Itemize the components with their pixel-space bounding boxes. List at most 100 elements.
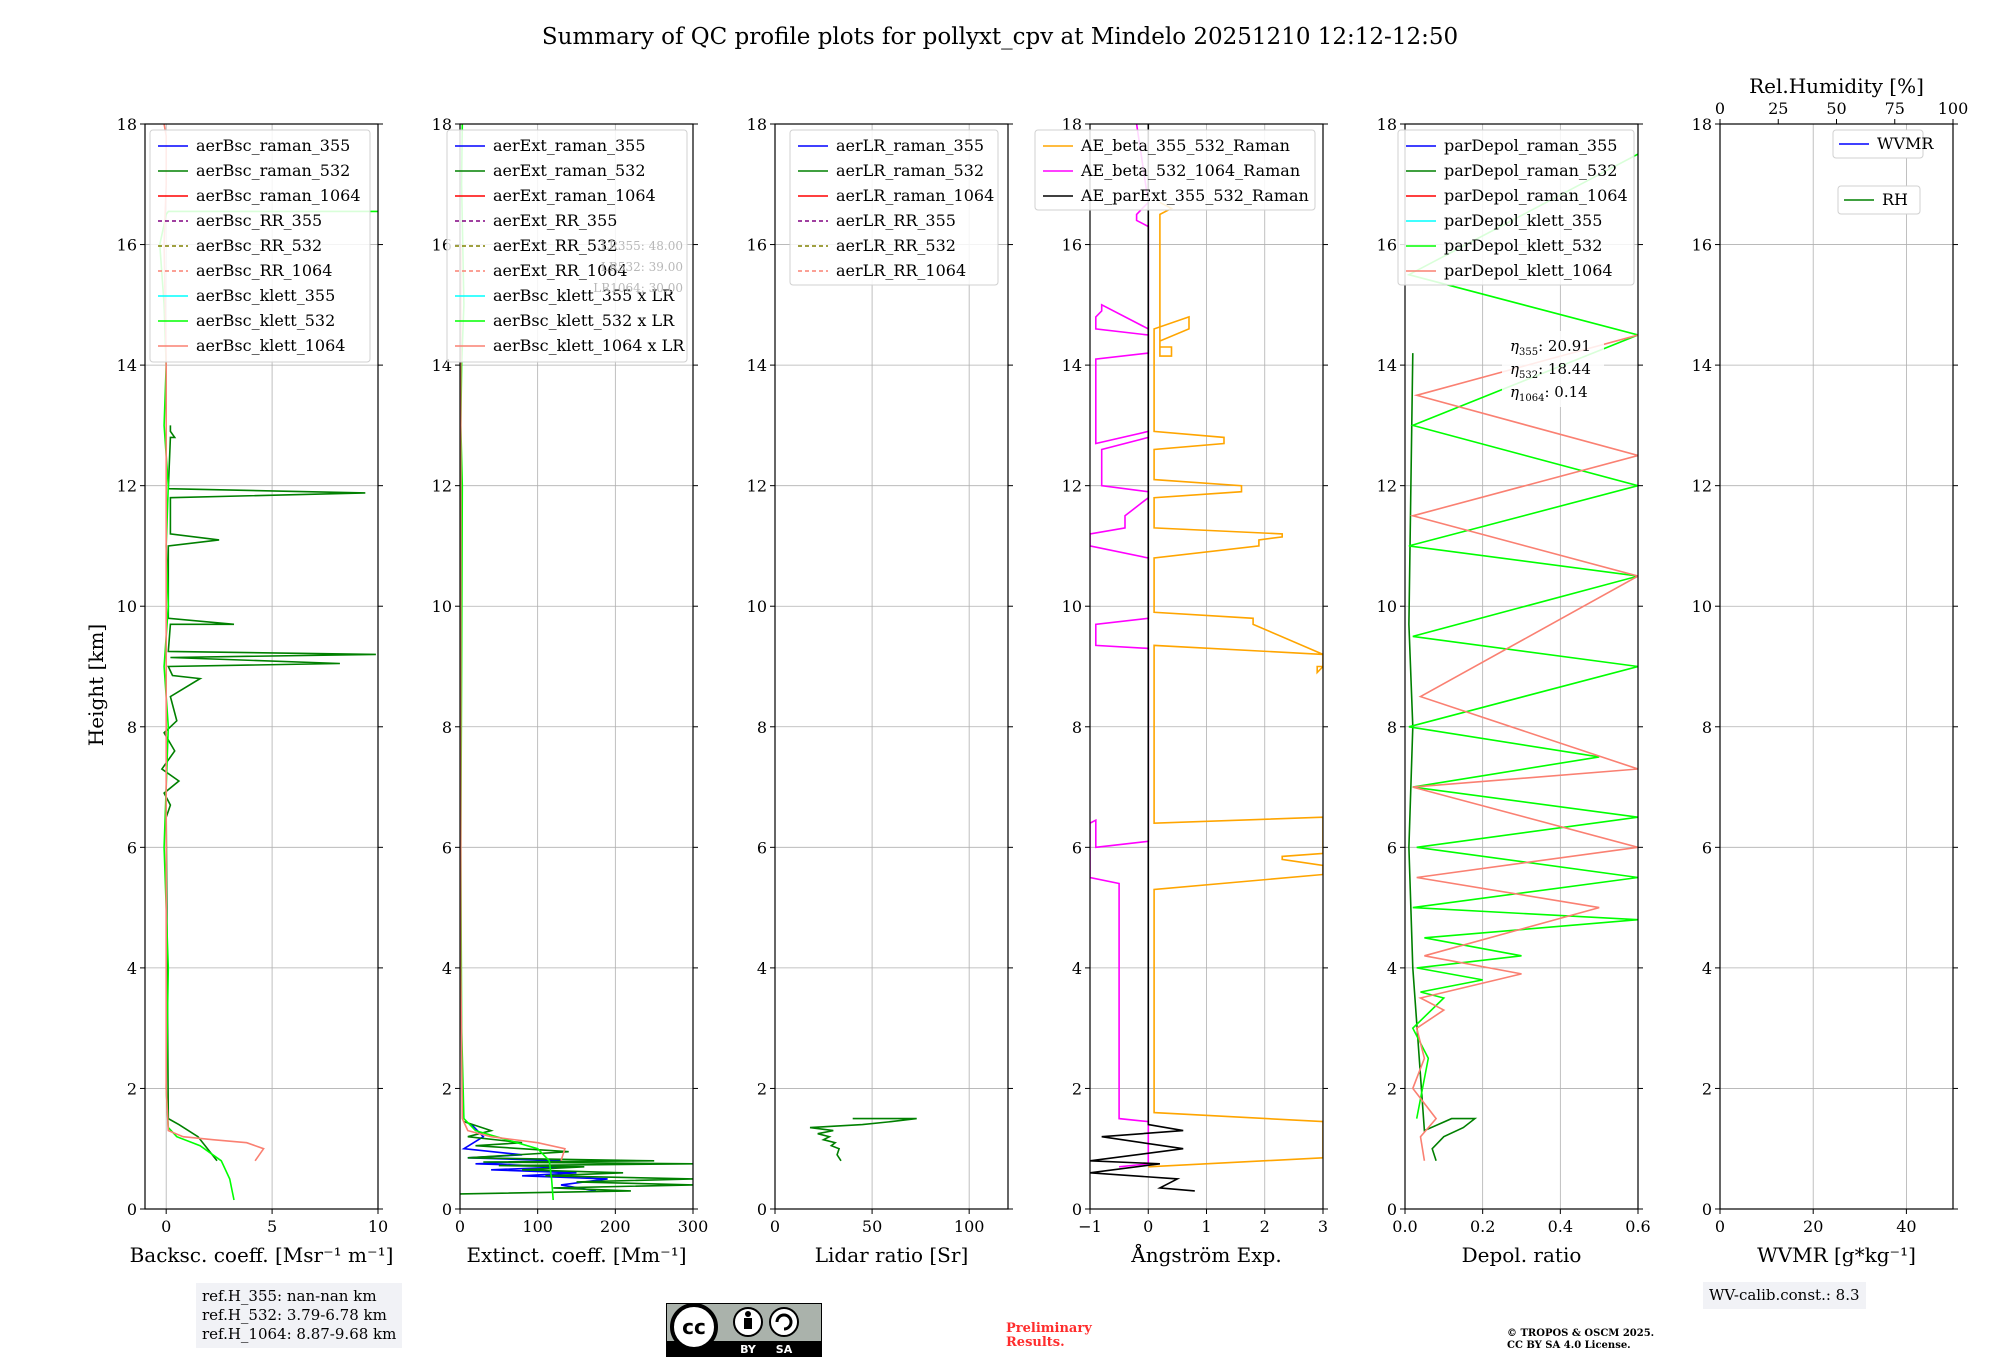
- y-tick-label: 18: [1377, 115, 1397, 134]
- eta-annotation: η532: 18.44: [1510, 360, 1591, 381]
- y-tick-label: 12: [117, 477, 137, 496]
- y-tick-label: 2: [1702, 1079, 1712, 1098]
- legend-label: parDepol_klett_355: [1444, 211, 1602, 230]
- y-tick-label: 2: [1387, 1079, 1397, 1098]
- legend-label: parDepol_raman_1064: [1444, 186, 1628, 205]
- legend-label: aerLR_RR_532: [836, 236, 956, 255]
- y-tick-label: 6: [442, 838, 452, 857]
- legend-label: aerBsc_klett_532 x LR: [493, 311, 675, 330]
- y-tick-label: 0: [1702, 1200, 1712, 1219]
- eta-box: [1502, 331, 1604, 407]
- by-text: BY: [740, 1343, 757, 1356]
- axes-frame: [144, 123, 379, 1210]
- legend-box: [789, 129, 999, 286]
- legend-label: AE_parExt_355_532_Raman: [1080, 186, 1309, 205]
- legend-box: [446, 129, 688, 363]
- series-group: [1406, 153, 1638, 1162]
- legend-box: [1832, 129, 1924, 159]
- y-tick-label: 6: [757, 838, 767, 857]
- series-line-AE_parExt_355_532_Raman: [1090, 124, 1195, 1192]
- y-tick-label: 14: [1692, 356, 1712, 375]
- eta-annotation: η355: 20.91: [1510, 337, 1591, 358]
- y-tick-label: 16: [1062, 236, 1082, 255]
- y-tick-label: 0: [757, 1200, 767, 1219]
- x-tick-label: 3: [1318, 1217, 1328, 1236]
- wv-calibration-box: WV-calib.const.: 8.3: [1703, 1282, 1866, 1309]
- x-tick-label: 200: [600, 1217, 631, 1236]
- y-tick-label: 6: [1702, 838, 1712, 857]
- series-line-parDepol_raman_532: [1408, 353, 1478, 1162]
- y-tick-label: 2: [757, 1079, 767, 1098]
- legend-label: aerLR_raman_355: [836, 136, 984, 155]
- series-line-aerBsc_klett_1064 x LR: [460, 244, 566, 1162]
- panel-wv: 0 20 40 0 2 4 6 8 10 12 14 16 18 WVMR [g*kg⁻¹] 0 25 50 75…: [1692, 74, 1969, 1267]
- legend-label: AE_beta_532_1064_Raman: [1080, 161, 1300, 180]
- legend-label: aerBsc_raman_532: [196, 161, 350, 180]
- lidar-ratio-annotation: LR1064: 30.00: [593, 281, 683, 295]
- legend-label: aerBsc_klett_355 x LR: [493, 286, 675, 305]
- top-x-tick-label: 100: [1938, 99, 1969, 118]
- legend-box: [1034, 129, 1316, 211]
- top-x-tick-label: 25: [1768, 99, 1788, 118]
- y-tick-label: 10: [1062, 597, 1082, 616]
- y-tick-label: 10: [1377, 597, 1397, 616]
- eta-annotation: η1064: 0.14: [1510, 383, 1588, 404]
- series-line-AE_beta_355_532_Raman: [1148, 201, 1323, 1168]
- legend-label: aerLR_raman_1064: [836, 186, 994, 205]
- x-tick-label: 20: [1803, 1217, 1823, 1236]
- legend-label: aerBsc_RR_355: [196, 211, 322, 230]
- series-line-aerLR_raman_532: [809, 1117, 917, 1162]
- legend-label: aerBsc_klett_1064 x LR: [493, 336, 685, 355]
- series-group: [809, 1117, 917, 1162]
- legend-label: aerBsc_klett_532: [196, 311, 335, 330]
- y-tick-label: 8: [127, 718, 137, 737]
- x-tick-label: 100: [522, 1217, 553, 1236]
- y-tick-label: 8: [1702, 718, 1712, 737]
- y-tick-label: 4: [1072, 959, 1082, 978]
- y-tick-label: 16: [1692, 236, 1712, 255]
- legend-label: aerExt_RR_532: [493, 236, 617, 255]
- y-tick-label: 2: [127, 1079, 137, 1098]
- sa-icon: [769, 1307, 799, 1337]
- x-axis-label-ae: Ångström Exp.: [1130, 1242, 1281, 1267]
- legend-label: aerBsc_raman_355: [196, 136, 350, 155]
- y-tick-label: 18: [432, 115, 452, 134]
- panel-lr: 0 50 100 0 2 4 6 8 10 12 14 16 18 Lidar ratio [Sr] aer…: [747, 115, 1013, 1267]
- y-tick-label: 12: [1377, 477, 1397, 496]
- legend-label: aerExt_RR_1064: [493, 261, 628, 280]
- legend-label: aerBsc_RR_532: [196, 236, 322, 255]
- legend-label: AE_beta_355_532_Raman: [1080, 136, 1290, 155]
- legend-box: [149, 129, 371, 363]
- axes-frame: [1404, 123, 1639, 1210]
- x-tick-label: 0: [455, 1217, 465, 1236]
- legend-label: aerExt_RR_355: [493, 211, 617, 230]
- y-tick-label: 14: [1062, 356, 1082, 375]
- x-tick-label: 100: [954, 1217, 985, 1236]
- y-tick-label: 12: [747, 477, 767, 496]
- y-tick-label: 14: [1377, 356, 1397, 375]
- y-tick-label: 0: [1387, 1200, 1397, 1219]
- series-line-parDepol_klett_532: [1406, 153, 1638, 1119]
- y-tick-label: 18: [117, 115, 137, 134]
- x-tick-label: 0.2: [1470, 1217, 1495, 1236]
- series-line-AE_beta_532_1064_Raman: [1090, 124, 1150, 1168]
- x-tick-label: 0: [161, 1217, 171, 1236]
- x-axis-label-wv: WVMR [g*kg⁻¹]: [1757, 1243, 1916, 1267]
- cc-icon: [670, 1303, 718, 1351]
- top-x-tick-label: 75: [1885, 99, 1905, 118]
- sa-text: SA: [776, 1343, 793, 1356]
- x-tick-label: 0: [1143, 1217, 1153, 1236]
- x-tick-label: 5: [267, 1217, 277, 1236]
- legend-label: aerLR_raman_532: [836, 161, 984, 180]
- copyright-line-1: © TROPOS & OSCM 2025.: [1507, 1328, 1655, 1339]
- legend-label: aerExt_raman_532: [493, 161, 646, 180]
- legend-box: [1837, 185, 1921, 215]
- panel-depol: 0.0 0.2 0.4 0.6 0 2 4 6 8 10 12 14 16 18 Depol. ratio p…: [1377, 115, 1651, 1267]
- y-tick-label: 2: [442, 1079, 452, 1098]
- x-axis-label-depol: Depol. ratio: [1462, 1243, 1582, 1267]
- lidar-ratio-annotation: LR532: 39.00: [601, 260, 683, 274]
- legend-box: [1397, 129, 1635, 286]
- legend-label: aerBsc_raman_1064: [196, 186, 361, 205]
